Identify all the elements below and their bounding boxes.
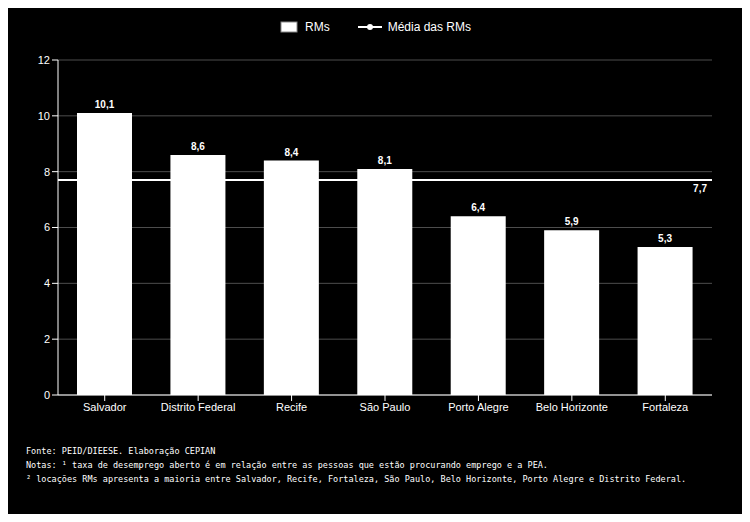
html-text:² locações RMs apresenta a mai: ² locações RMs apresenta a maioria entre… [26,474,687,484]
svg-text:Salvador: Salvador [83,401,127,413]
svg-text:8,4: 8,4 [284,147,298,158]
svg-text:6,4: 6,4 [471,202,485,213]
svg-text:2: 2 [44,333,50,345]
html-text:Notas: ¹ taxa de desemprego ab: Notas: ¹ taxa de desemprego aberto é em … [26,460,548,470]
svg-text:Recife: Recife [276,401,307,413]
svg-text:8: 8 [44,166,50,178]
svg-text:10,1: 10,1 [95,99,115,110]
svg-text:5,9: 5,9 [565,216,579,227]
svg-text:6: 6 [44,221,50,233]
svg-text:Fortaleza: Fortaleza [642,401,689,413]
svg-text:Distrito Federal: Distrito Federal [161,401,236,413]
html-text:RMs: RMs [305,20,330,34]
svg-text:7,7: 7,7 [693,183,707,194]
svg-text:12: 12 [38,54,50,66]
svg-text:São Paulo: São Paulo [360,401,411,413]
svg-text:10: 10 [38,110,50,122]
svg-text:5,3: 5,3 [658,233,672,244]
svg-text:Belo Horizonte: Belo Horizonte [536,401,608,413]
svg-text:8,1: 8,1 [378,155,392,166]
svg-text:0: 0 [44,389,50,401]
svg-text:4: 4 [44,277,50,289]
svg-text:8,6: 8,6 [191,141,205,152]
html-text:Fonte: PEID/DIEESE. Elaboração: Fonte: PEID/DIEESE. Elaboração CEPIAN [26,446,216,456]
html-text:Média das RMs: Média das RMs [387,20,471,34]
svg-text:Porto Alegre: Porto Alegre [448,401,509,413]
